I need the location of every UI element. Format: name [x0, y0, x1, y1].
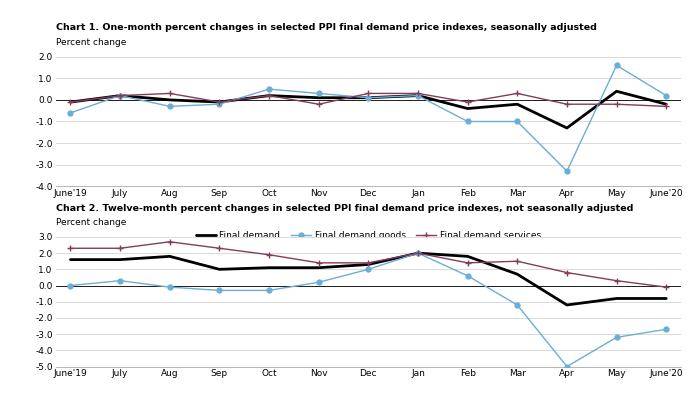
Final demand services [265, 93, 273, 98]
Final demand services [464, 100, 472, 104]
Final demand goods [513, 119, 521, 124]
Final demand services [513, 259, 521, 264]
Final demand [513, 102, 521, 107]
Final demand goods [563, 169, 571, 174]
Final demand goods [265, 87, 273, 92]
Final demand [464, 106, 472, 111]
Final demand goods [215, 102, 224, 107]
Final demand goods [464, 119, 472, 124]
Final demand goods [165, 104, 174, 109]
Final demand goods [315, 280, 323, 285]
Final demand goods [165, 285, 174, 290]
Final demand services [612, 102, 621, 107]
Final demand [612, 296, 621, 301]
Final demand services [364, 91, 373, 96]
Final demand [414, 93, 422, 98]
Final demand [66, 100, 74, 104]
Final demand goods [414, 251, 422, 256]
Final demand goods [66, 111, 74, 115]
Final demand [215, 100, 224, 104]
Final demand services [414, 251, 422, 256]
Final demand [265, 265, 273, 270]
Final demand [513, 272, 521, 277]
Final demand services [364, 260, 373, 265]
Final demand [612, 89, 621, 94]
Final demand services [315, 102, 323, 107]
Final demand [315, 95, 323, 100]
Final demand goods [612, 335, 621, 340]
Line: Final demand services: Final demand services [67, 90, 670, 110]
Final demand goods [364, 95, 373, 100]
Final demand [165, 98, 174, 102]
Final demand goods [364, 267, 373, 272]
Line: Final demand: Final demand [70, 253, 667, 305]
Final demand services [464, 260, 472, 265]
Final demand services [612, 278, 621, 283]
Final demand services [662, 104, 671, 109]
Final demand goods [215, 288, 224, 293]
Final demand [165, 254, 174, 259]
Final demand services [513, 91, 521, 96]
Final demand goods [662, 327, 671, 332]
Final demand services [165, 91, 174, 96]
Final demand goods [464, 273, 472, 278]
Final demand [66, 257, 74, 262]
Final demand goods [563, 364, 571, 369]
Final demand goods [116, 93, 124, 98]
Line: Final demand goods: Final demand goods [68, 251, 669, 369]
Final demand [662, 102, 671, 107]
Final demand services [165, 239, 174, 244]
Final demand [563, 303, 571, 307]
Final demand services [563, 270, 571, 275]
Final demand [464, 254, 472, 259]
Final demand services [116, 93, 124, 98]
Final demand goods [315, 91, 323, 96]
Final demand services [215, 246, 224, 251]
Final demand goods [66, 283, 74, 288]
Final demand [364, 262, 373, 267]
Final demand goods [513, 303, 521, 307]
Final demand services [215, 100, 224, 104]
Line: Final demand: Final demand [70, 91, 667, 128]
Final demand services [116, 246, 124, 251]
Final demand goods [116, 278, 124, 283]
Text: Chart 2. Twelve-month percent changes in selected PPI final demand price indexes: Chart 2. Twelve-month percent changes in… [56, 204, 633, 213]
Final demand goods [265, 288, 273, 293]
Final demand [414, 251, 422, 256]
Final demand services [315, 260, 323, 265]
Final demand [116, 257, 124, 262]
Final demand goods [612, 63, 621, 68]
Line: Final demand goods: Final demand goods [68, 63, 669, 174]
Final demand services [662, 285, 671, 290]
Final demand services [563, 102, 571, 107]
Line: Final demand services: Final demand services [67, 238, 670, 291]
Final demand goods [414, 93, 422, 98]
Final demand [315, 265, 323, 270]
Final demand goods [662, 93, 671, 98]
Text: Chart 1. One-month percent changes in selected PPI final demand price indexes, s: Chart 1. One-month percent changes in se… [56, 23, 596, 32]
Final demand services [66, 100, 74, 104]
Final demand [364, 95, 373, 100]
Text: Percent change: Percent change [56, 218, 126, 227]
Final demand [563, 126, 571, 130]
Final demand services [265, 252, 273, 257]
Final demand services [414, 91, 422, 96]
Final demand [662, 296, 671, 301]
Final demand [215, 267, 224, 272]
Final demand [265, 93, 273, 98]
Legend: Final demand, Final demand goods, Final demand services: Final demand, Final demand goods, Final … [192, 227, 545, 243]
Text: Percent change: Percent change [56, 38, 126, 47]
Final demand [116, 93, 124, 98]
Final demand services [66, 246, 74, 251]
